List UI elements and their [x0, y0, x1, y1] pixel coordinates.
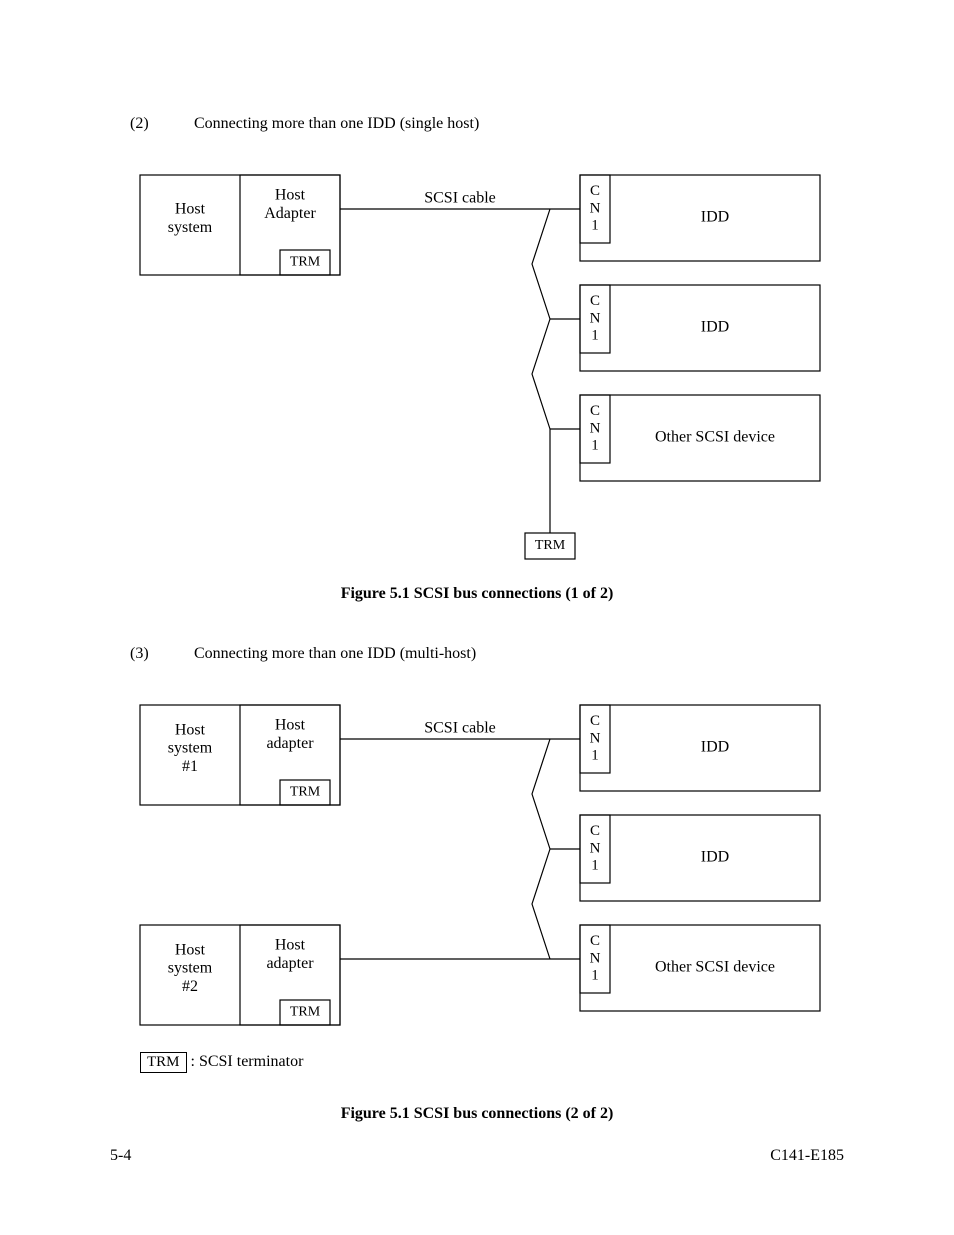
svg-text:TRM: TRM: [290, 255, 321, 270]
figure-caption-2: Figure 5.1 SCSI bus connections (2 of 2): [0, 1105, 954, 1123]
svg-text:1: 1: [591, 858, 599, 874]
svg-text:Other SCSI device: Other SCSI device: [655, 959, 775, 976]
svg-text:Host: Host: [175, 200, 206, 217]
svg-text:adapter: adapter: [266, 735, 314, 752]
trm-legend: TRM : SCSI terminator: [140, 1052, 303, 1073]
svg-text:N: N: [590, 950, 601, 966]
page-number: 5-4: [110, 1147, 131, 1165]
svg-text:IDD: IDD: [701, 739, 729, 756]
svg-text:system: system: [168, 740, 213, 757]
diagram-multi-host: Hostsystem#1HostadapterTRMHostsystem#2Ho…: [130, 695, 830, 1035]
svg-text:IDD: IDD: [701, 849, 729, 866]
section-2-title: Connecting more than one IDD (single hos…: [194, 115, 479, 132]
svg-text:adapter: adapter: [266, 955, 314, 972]
svg-text:C: C: [590, 933, 600, 949]
section-3-title: Connecting more than one IDD (multi-host…: [194, 645, 476, 662]
svg-text:TRM: TRM: [290, 1005, 321, 1020]
svg-text:C: C: [590, 713, 600, 729]
doc-number: C141-E185: [770, 1147, 844, 1165]
svg-text:SCSI cable: SCSI cable: [424, 720, 496, 737]
svg-text:IDD: IDD: [701, 209, 729, 226]
svg-text:Host: Host: [175, 941, 206, 958]
svg-text:Host: Host: [175, 721, 206, 738]
svg-text:Host: Host: [275, 936, 306, 953]
svg-text:C: C: [590, 823, 600, 839]
page: (2) Connecting more than one IDD (single…: [0, 0, 954, 1235]
svg-text:Adapter: Adapter: [264, 205, 316, 222]
svg-text:IDD: IDD: [701, 319, 729, 336]
diagram-single-host: HostsystemHostAdapterTRMCN1IDDCN1IDDCN1O…: [130, 165, 830, 575]
svg-text:1: 1: [591, 968, 599, 984]
svg-text:N: N: [590, 310, 601, 326]
section-2-heading: (2) Connecting more than one IDD (single…: [130, 115, 479, 133]
svg-text:system: system: [168, 960, 213, 977]
svg-text:Host: Host: [275, 186, 306, 203]
svg-text:1: 1: [591, 328, 599, 344]
section-3-num: (3): [130, 645, 190, 663]
section-2-num: (2): [130, 115, 190, 133]
svg-text:Other SCSI device: Other SCSI device: [655, 429, 775, 446]
svg-text:C: C: [590, 183, 600, 199]
svg-text:1: 1: [591, 438, 599, 454]
svg-text:N: N: [590, 840, 601, 856]
svg-text:#2: #2: [182, 978, 198, 995]
svg-text:N: N: [590, 420, 601, 436]
svg-text:Host: Host: [275, 716, 306, 733]
svg-text:system: system: [168, 219, 213, 236]
svg-text:N: N: [590, 730, 601, 746]
trm-legend-text: : SCSI terminator: [191, 1053, 304, 1070]
svg-text:C: C: [590, 293, 600, 309]
section-3-heading: (3) Connecting more than one IDD (multi-…: [130, 645, 476, 663]
svg-text:#1: #1: [182, 758, 198, 775]
trm-legend-box: TRM: [140, 1052, 187, 1073]
svg-text:TRM: TRM: [535, 538, 566, 553]
svg-text:N: N: [590, 200, 601, 216]
svg-text:1: 1: [591, 748, 599, 764]
svg-text:TRM: TRM: [290, 785, 321, 800]
svg-text:SCSI cable: SCSI cable: [424, 190, 496, 207]
figure-caption-1: Figure 5.1 SCSI bus connections (1 of 2): [0, 585, 954, 603]
svg-text:1: 1: [591, 218, 599, 234]
svg-text:C: C: [590, 403, 600, 419]
